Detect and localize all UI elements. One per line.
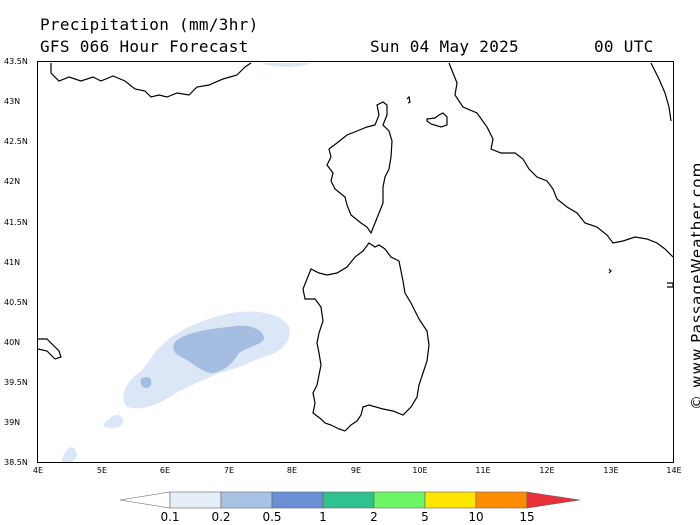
- lon-label: 10E: [412, 466, 428, 475]
- legend-label: 5: [421, 510, 429, 524]
- legend-label: 10: [468, 510, 484, 524]
- legend-swatch: [271, 491, 324, 509]
- lat-label: 43N: [4, 97, 21, 106]
- legend-label: 1: [319, 510, 327, 524]
- precip-light-area: [61, 447, 77, 462]
- sardinia: [302, 242, 430, 432]
- legend-swatch: [322, 491, 375, 509]
- precip-mid-area: [173, 325, 264, 373]
- liguria-tuscany-coast: [448, 62, 673, 258]
- forecast-time: 00 UTC: [594, 37, 654, 56]
- small-island: [406, 95, 411, 104]
- lon-label: 13E: [603, 466, 619, 475]
- legend-label: 0.5: [262, 510, 282, 524]
- legend-arrow-low: [119, 491, 171, 509]
- precip-mid-area: [140, 377, 152, 388]
- chart-title: Precipitation (mm/3hr): [40, 15, 259, 34]
- lon-label: 7E: [223, 466, 235, 475]
- legend-swatch: [220, 491, 273, 509]
- tiny-islet: [608, 268, 612, 274]
- lon-label: 6E: [159, 466, 171, 475]
- french-riviera-coast: [50, 62, 252, 98]
- italian-coast-north: [650, 62, 672, 122]
- lon-label: 9E: [350, 466, 362, 475]
- legend-arrow-high: [526, 491, 581, 509]
- precipitation-map: [37, 61, 674, 463]
- lat-label: 42.5N: [4, 137, 28, 146]
- lat-label: 40.5N: [4, 298, 28, 307]
- legend-swatch: [424, 491, 477, 509]
- balearic-coast: [38, 338, 62, 360]
- lon-label: 14E: [666, 466, 682, 475]
- tiny-islet: [667, 282, 673, 288]
- legend-label: 0.1: [160, 510, 180, 524]
- lat-label: 40N: [4, 338, 21, 347]
- lat-label: 41N: [4, 258, 21, 267]
- lat-label: 38.5N: [4, 458, 28, 467]
- legend-swatch: [373, 491, 426, 509]
- lat-label: 39N: [4, 418, 21, 427]
- lon-label: 5E: [96, 466, 108, 475]
- precipitation-areas: [61, 63, 311, 462]
- lat-label: 43.5N: [4, 57, 28, 66]
- lat-label: 41.5N: [4, 218, 28, 227]
- legend-label: 2: [370, 510, 378, 524]
- coastlines: [38, 62, 673, 432]
- corsica: [326, 101, 393, 235]
- precip-light-area: [103, 415, 124, 429]
- precip-light-area: [263, 63, 311, 67]
- lat-label: 39.5N: [4, 378, 28, 387]
- legend-swatch: [169, 491, 222, 509]
- lon-label: 8E: [286, 466, 298, 475]
- lon-label: 12E: [539, 466, 555, 475]
- forecast-subtitle: GFS 066 Hour Forecast: [40, 37, 249, 56]
- lon-label: 4E: [32, 466, 44, 475]
- legend-swatch: [475, 491, 528, 509]
- legend-label: 15: [519, 510, 535, 524]
- lat-label: 42N: [4, 177, 21, 186]
- lon-label: 11E: [475, 466, 491, 475]
- map-canvas: [38, 62, 673, 462]
- elba-island: [426, 112, 448, 128]
- legend-label: 0.2: [211, 510, 231, 524]
- forecast-date: Sun 04 May 2025: [370, 37, 519, 56]
- site-credit: © www.PassageWeather.com: [688, 161, 700, 410]
- precip-legend: [119, 491, 581, 509]
